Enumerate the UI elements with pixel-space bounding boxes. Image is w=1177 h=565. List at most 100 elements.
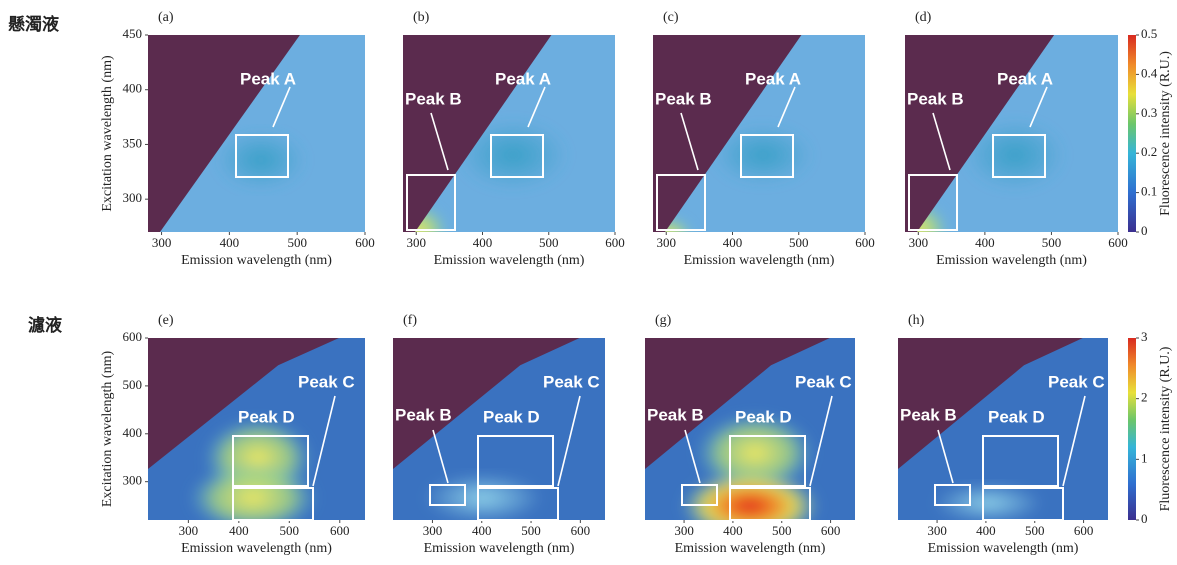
x-tick-label: 400 [473,235,493,250]
heatmap [885,35,1118,258]
y-axis-label: Excitation wavelength (nm) [100,351,115,508]
heatmap-blobs [423,473,543,523]
peak-label: Peak A [495,69,551,88]
y-tick-label: 300 [123,190,143,205]
x-tick-label: 400 [220,235,240,250]
y-axis-label: Excitation wavelength (nm) [100,55,115,212]
colorbar-tick-label: 0 [1141,223,1148,238]
x-tick-label: 500 [772,523,792,538]
x-tick-label: 600 [355,235,375,250]
x-tick-label: 300 [674,523,694,538]
y-tick-label: 300 [123,473,143,488]
x-axis-label: Emission wavelength (nm) [684,253,835,268]
panel-label: (f) [403,313,417,328]
x-tick-label: 300 [927,523,947,538]
y-tick-label: 450 [123,26,143,41]
colorbar [1128,35,1136,232]
colorbar-tick-label: 0.4 [1141,65,1158,80]
colorbar-label: Fluorescence intensity (R.U.) [1158,51,1173,216]
x-axis-label: Emission wavelength (nm) [181,541,332,556]
x-tick-label: 400 [472,523,492,538]
x-tick-label: 600 [1074,523,1094,538]
x-tick-label: 400 [975,235,995,250]
peak-label: Peak A [997,69,1053,88]
peak-label: Peak C [1048,372,1105,391]
x-tick-label: 600 [571,523,591,538]
y-tick-label: 400 [123,81,143,96]
colorbar-tick-label: 0.1 [1141,184,1157,199]
x-tick-label: 600 [821,523,841,538]
figure: 懸濁液 濾液 (a)300400500600Emission wavelengt… [0,0,1177,565]
heatmap-blobs [216,130,306,190]
row-label: 濾液 [28,315,62,336]
x-tick-label: 300 [657,235,677,250]
peak-label: Peak B [907,89,964,108]
x-tick-label: 400 [976,523,996,538]
y-tick-label: 400 [123,425,143,440]
peak-label: Peak C [795,372,852,391]
x-axis-label: Emission wavelength (nm) [181,253,332,268]
x-tick-label: 300 [909,235,929,250]
colorbar-tick-label: 2 [1141,390,1148,405]
peak-label: Peak A [745,69,801,88]
x-tick-label: 600 [330,523,350,538]
x-tick-label: 600 [855,235,875,250]
heatmap [393,338,605,523]
x-tick-label: 300 [423,523,443,538]
colorbar-label: Fluorescence intensity (R.U.) [1158,346,1173,511]
panel [645,338,855,541]
peak-label: Peak B [900,405,957,424]
row-label: 懸濁液 [8,14,59,35]
y-tick-label: 350 [123,135,143,150]
x-tick-label: 300 [179,523,199,538]
peak-label: Peak C [543,372,600,391]
heatmap [148,35,365,232]
peak-label: Peak A [240,69,296,88]
peak-label: Peak D [988,407,1045,426]
panel-label: (g) [655,313,672,328]
heatmap [645,338,855,541]
colorbar-tick-label: 0 [1141,511,1148,526]
x-tick-label: 500 [539,235,559,250]
panel-label: (b) [413,10,430,25]
panel [148,35,365,232]
peak-label: Peak B [395,405,452,424]
peak-label: Peak D [238,407,295,426]
x-tick-label: 300 [152,235,172,250]
peak-label: Peak D [483,407,540,426]
panel [393,338,605,523]
colorbar [1128,338,1136,520]
x-axis-label: Emission wavelength (nm) [424,541,575,556]
x-axis-label: Emission wavelength (nm) [928,541,1079,556]
x-tick-label: 500 [280,523,300,538]
x-tick-label: 500 [1025,523,1045,538]
x-tick-label: 400 [723,235,743,250]
peak-label: Peak B [647,405,704,424]
heatmap [388,35,615,255]
colorbar-tick-label: 0.2 [1141,144,1157,159]
x-tick-label: 600 [1108,235,1128,250]
y-tick-label: 500 [123,377,143,392]
y-tick-label: 600 [123,329,143,344]
x-tick-label: 400 [723,523,743,538]
x-tick-label: 400 [229,523,249,538]
peak-label: Peak C [298,372,355,391]
colorbar-tick-label: 0.3 [1141,105,1157,120]
x-tick-label: 500 [1042,235,1062,250]
panel [643,35,865,253]
panel [885,35,1118,258]
panel-label: (e) [158,313,174,328]
x-tick-label: 500 [287,235,307,250]
colorbar-tick-label: 3 [1141,329,1148,344]
panel-label: (d) [915,10,932,25]
x-tick-label: 500 [521,523,541,538]
x-axis-label: Emission wavelength (nm) [675,541,826,556]
x-axis-label: Emission wavelength (nm) [936,253,1087,268]
peak-label: Peak B [655,89,712,108]
peak-label: Peak B [405,89,462,108]
panel-label: (a) [158,10,174,25]
peak-label: Peak D [735,407,792,426]
intensity-blob [423,473,543,523]
panel-label: (h) [908,313,925,328]
heatmap [643,35,865,253]
